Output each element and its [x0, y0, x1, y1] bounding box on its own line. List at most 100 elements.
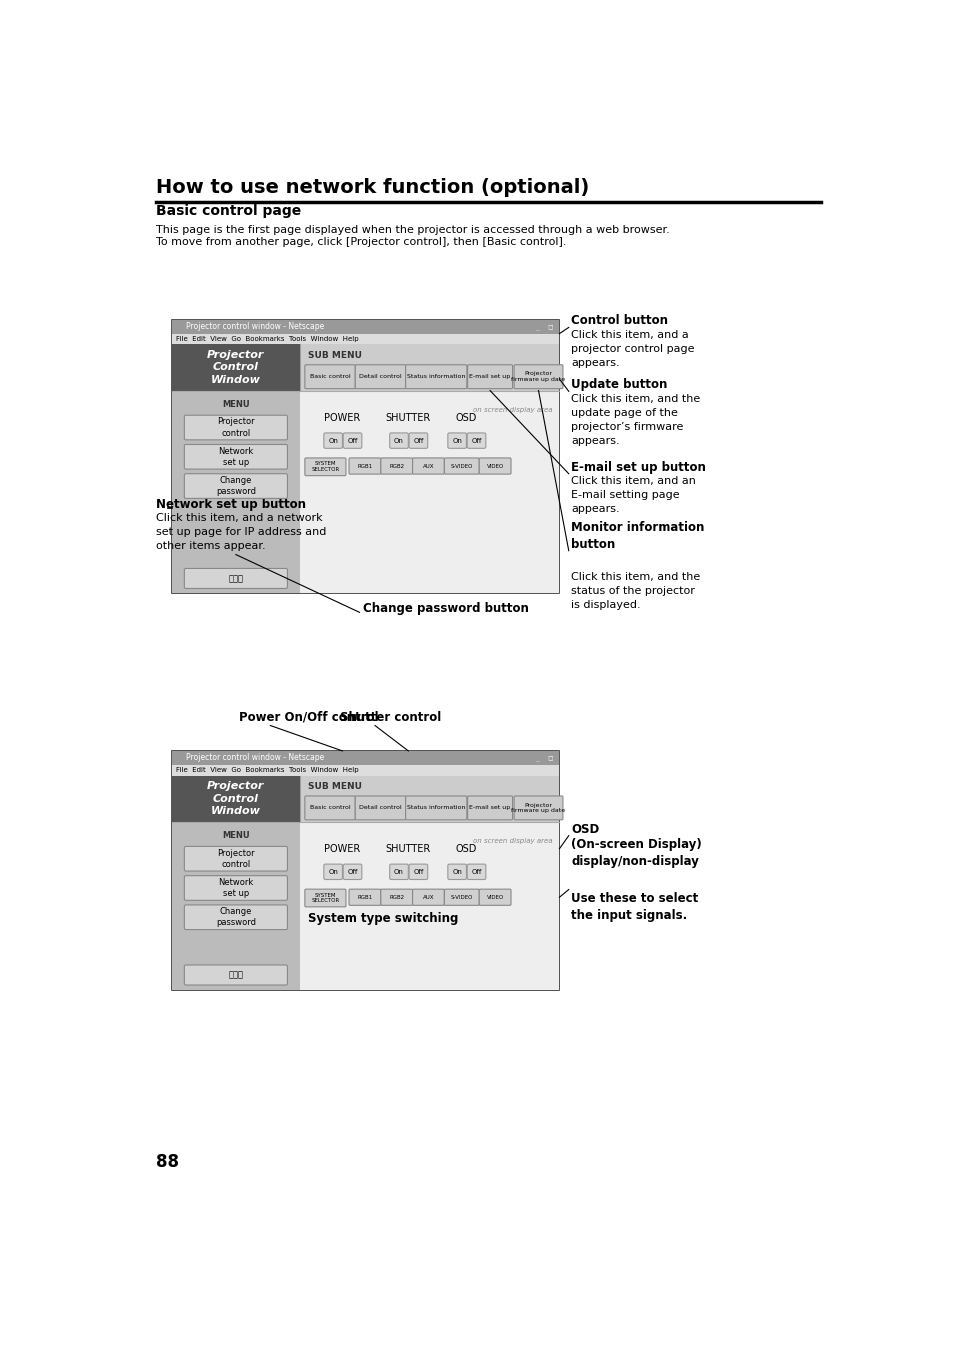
Text: on screen display area: on screen display area: [473, 838, 552, 844]
Text: Use these to select
the input signals.: Use these to select the input signals.: [571, 892, 698, 921]
Text: Shutter control: Shutter control: [340, 711, 441, 724]
FancyBboxPatch shape: [184, 965, 287, 985]
FancyBboxPatch shape: [184, 905, 287, 929]
FancyBboxPatch shape: [184, 473, 287, 498]
Text: OSD: OSD: [456, 843, 476, 854]
Text: Projector
Control
Window: Projector Control Window: [207, 781, 264, 816]
FancyBboxPatch shape: [409, 865, 427, 880]
Text: AUX: AUX: [422, 464, 434, 468]
Text: _  □  x: _ □ x: [536, 755, 565, 761]
Text: SHUTTER: SHUTTER: [385, 843, 431, 854]
Text: On: On: [394, 869, 403, 874]
Text: POWER: POWER: [324, 413, 360, 422]
Text: SUB MENU: SUB MENU: [307, 782, 361, 791]
Text: Change password button: Change password button: [363, 602, 529, 615]
Bar: [172, 751, 558, 990]
Text: Detail control: Detail control: [358, 805, 401, 811]
FancyBboxPatch shape: [349, 457, 380, 473]
Text: Click this item, and the
status of the projector
is displayed.: Click this item, and the status of the p…: [571, 572, 700, 610]
Text: RGB2: RGB2: [389, 464, 404, 468]
Text: How to use network function (optional): How to use network function (optional): [156, 178, 589, 197]
Text: RGB2: RGB2: [389, 894, 404, 900]
FancyBboxPatch shape: [405, 796, 466, 820]
Text: RGB1: RGB1: [357, 894, 372, 900]
Bar: [172, 320, 558, 594]
Bar: [299, 391, 558, 594]
Text: Projector
firmware up date: Projector firmware up date: [511, 371, 565, 382]
FancyBboxPatch shape: [412, 889, 444, 905]
Text: POWER: POWER: [324, 843, 360, 854]
Text: _  □  x: _ □ x: [536, 324, 565, 329]
Bar: [172, 333, 558, 344]
FancyBboxPatch shape: [380, 457, 412, 473]
Text: Status information: Status information: [407, 805, 465, 811]
Text: on screen display area: on screen display area: [473, 407, 552, 413]
Text: Projector control window - Netscape: Projector control window - Netscape: [186, 322, 324, 331]
FancyBboxPatch shape: [323, 865, 342, 880]
Text: MENU: MENU: [222, 831, 250, 840]
Text: File  Edit  View  Go  Bookmarks  Tools  Window  Help: File Edit View Go Bookmarks Tools Window…: [175, 336, 358, 343]
Text: On: On: [452, 869, 461, 874]
Bar: [172, 822, 299, 990]
Bar: [172, 765, 558, 776]
Text: Network
set up: Network set up: [218, 447, 253, 467]
Text: OSD: OSD: [456, 413, 476, 422]
Text: On: On: [328, 437, 337, 444]
FancyBboxPatch shape: [184, 444, 287, 469]
Text: File  Edit  View  Go  Bookmarks  Tools  Window  Help: File Edit View Go Bookmarks Tools Window…: [175, 768, 358, 773]
Text: System type switching: System type switching: [307, 912, 457, 925]
FancyBboxPatch shape: [405, 364, 466, 389]
Text: Off: Off: [413, 869, 423, 874]
FancyBboxPatch shape: [444, 457, 478, 473]
Text: MENU: MENU: [222, 399, 250, 409]
FancyBboxPatch shape: [444, 889, 478, 905]
Text: Basic control: Basic control: [310, 374, 350, 379]
FancyBboxPatch shape: [390, 433, 408, 448]
FancyBboxPatch shape: [305, 889, 346, 907]
Text: E-mail set up: E-mail set up: [469, 805, 510, 811]
Text: Off: Off: [347, 437, 357, 444]
FancyBboxPatch shape: [349, 889, 380, 905]
Text: Network
set up: Network set up: [218, 878, 253, 898]
FancyBboxPatch shape: [323, 433, 342, 448]
Text: This page is the first page displayed when the projector is accessed through a w: This page is the first page displayed wh…: [156, 225, 670, 235]
FancyBboxPatch shape: [409, 433, 427, 448]
Bar: [299, 822, 558, 990]
FancyBboxPatch shape: [390, 865, 408, 880]
Text: E-mail set up: E-mail set up: [469, 374, 510, 379]
Text: AUX: AUX: [422, 894, 434, 900]
FancyBboxPatch shape: [412, 457, 444, 473]
FancyBboxPatch shape: [467, 865, 485, 880]
Text: Network set up button: Network set up button: [156, 498, 306, 511]
Text: S-VIDEO: S-VIDEO: [450, 894, 473, 900]
Text: Projector
Control
Window: Projector Control Window: [207, 349, 264, 386]
Text: VIDEO: VIDEO: [486, 894, 503, 900]
Text: Change
password: Change password: [215, 476, 255, 496]
Text: OSD: OSD: [571, 823, 598, 835]
FancyBboxPatch shape: [447, 433, 466, 448]
Text: Change
password: Change password: [215, 907, 255, 927]
Text: VIDEO: VIDEO: [486, 464, 503, 468]
FancyBboxPatch shape: [467, 433, 485, 448]
Text: 88: 88: [156, 1152, 179, 1171]
Text: E-mail set up button: E-mail set up button: [571, 461, 705, 473]
FancyBboxPatch shape: [447, 865, 466, 880]
Text: Status information: Status information: [407, 374, 465, 379]
FancyBboxPatch shape: [380, 889, 412, 905]
FancyBboxPatch shape: [514, 796, 562, 820]
Text: On: On: [328, 869, 337, 874]
Text: Projector
firmware up date: Projector firmware up date: [511, 803, 565, 813]
Text: Off: Off: [413, 437, 423, 444]
Text: SHUTTER: SHUTTER: [385, 413, 431, 422]
Text: Detail control: Detail control: [358, 374, 401, 379]
FancyBboxPatch shape: [343, 433, 361, 448]
Text: (On-screen Display)
display/non-display: (On-screen Display) display/non-display: [571, 838, 701, 867]
Text: On: On: [394, 437, 403, 444]
FancyBboxPatch shape: [305, 364, 355, 389]
FancyBboxPatch shape: [478, 889, 511, 905]
Text: Click this item, and a network
set up page for IP address and
other items appear: Click this item, and a network set up pa…: [156, 513, 327, 550]
FancyBboxPatch shape: [343, 865, 361, 880]
FancyBboxPatch shape: [355, 364, 405, 389]
Bar: [172, 776, 299, 822]
Text: Click this item, and the
update page of the
projector’s firmware
appears.: Click this item, and the update page of …: [571, 394, 700, 445]
